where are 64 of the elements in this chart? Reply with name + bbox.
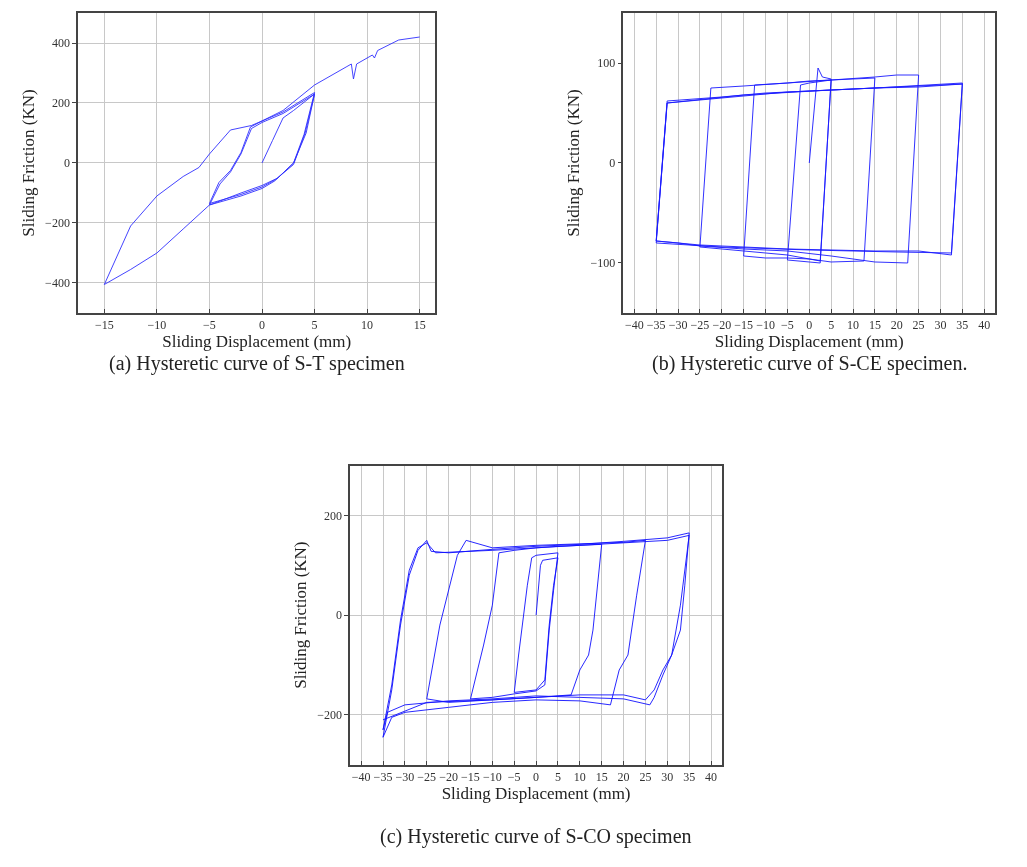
x-tick-label: −20 — [712, 318, 732, 333]
y-axis-title: Sliding Friction (KN) — [291, 541, 311, 689]
x-tick-label: 15 — [595, 769, 608, 784]
x-tick-label: −40 — [351, 769, 371, 784]
y-tick-label: 0 — [63, 156, 70, 171]
x-tick-label: 40 — [705, 769, 718, 784]
x-tick-label: −25 — [690, 318, 710, 333]
x-tick-label: 25 — [912, 318, 925, 333]
x-tick-label: 0 — [259, 318, 265, 333]
x-tick-label: 5 — [554, 769, 561, 784]
y-tick-label: −200 — [317, 708, 343, 723]
x-tick-label: −5 — [781, 318, 794, 333]
y-tick-label: 400 — [51, 36, 70, 51]
x-tick-label: −20 — [439, 769, 459, 784]
x-tick-label: 10 — [361, 318, 374, 333]
x-tick-label: 20 — [617, 769, 630, 784]
x-tick-label: 35 — [683, 769, 696, 784]
x-tick-label: 30 — [661, 769, 674, 784]
y-tick-label: 100 — [597, 56, 616, 71]
x-tick-label: −5 — [203, 318, 216, 333]
text: (c) Hysteretic curve of S-CO specimen — [380, 825, 692, 848]
y-tick-label: 0 — [336, 608, 343, 623]
x-tick-label: 10 — [573, 769, 586, 784]
x-tick-label: −10 — [756, 318, 775, 333]
x-tick-label: 40 — [978, 318, 991, 333]
y-tick-label: 200 — [51, 96, 70, 111]
text: (b) Hysteretic curve of S-CE specimen. — [652, 352, 968, 375]
x-tick-label: 35 — [956, 318, 969, 333]
x-tick-label: 5 — [311, 318, 318, 333]
x-axis-title: Sliding Displacement (mm) — [162, 332, 352, 352]
x-axis-title: Sliding Displacement (mm) — [441, 783, 631, 803]
x-tick-label: −40 — [624, 318, 644, 333]
x-tick-label: 15 — [868, 318, 881, 333]
y-tick-label: 200 — [324, 508, 343, 523]
y-axis-title: Sliding Friction (KN) — [564, 89, 584, 237]
y-tick-label: −100 — [590, 256, 616, 271]
x-tick-label: −35 — [646, 318, 666, 333]
x-tick-label: −10 — [482, 769, 502, 784]
x-tick-label: −15 — [94, 318, 114, 333]
x-tick-label: −25 — [417, 769, 437, 784]
y-axis-title: Sliding Friction (KN) — [19, 89, 39, 237]
line-series — [655, 67, 963, 264]
x-axis-title: Sliding Displacement (mm) — [714, 332, 904, 352]
x-tick-label: 10 — [847, 318, 860, 333]
text: (a) Hysteretic curve of S-T specimen — [109, 352, 405, 375]
line-series — [103, 36, 421, 285]
x-tick-label: −10 — [147, 318, 167, 333]
y-tick-label: −200 — [45, 216, 70, 231]
x-tick-label: 20 — [890, 318, 903, 333]
line-series — [382, 532, 690, 738]
x-tick-label: −15 — [734, 318, 754, 333]
x-tick-label: −15 — [461, 769, 480, 784]
y-tick-label: 0 — [609, 156, 616, 171]
x-tick-label: −5 — [507, 769, 521, 784]
y-tick-label: −400 — [45, 276, 70, 291]
x-tick-label: −30 — [395, 769, 415, 784]
x-tick-label: −30 — [668, 318, 688, 333]
x-tick-label: −35 — [373, 769, 393, 784]
x-tick-label: 25 — [639, 769, 652, 784]
x-tick-label: 15 — [413, 318, 426, 333]
x-tick-label: 30 — [934, 318, 947, 333]
x-tick-label: 0 — [806, 318, 813, 333]
x-tick-label: 5 — [828, 318, 835, 333]
x-tick-label: 0 — [533, 769, 540, 784]
